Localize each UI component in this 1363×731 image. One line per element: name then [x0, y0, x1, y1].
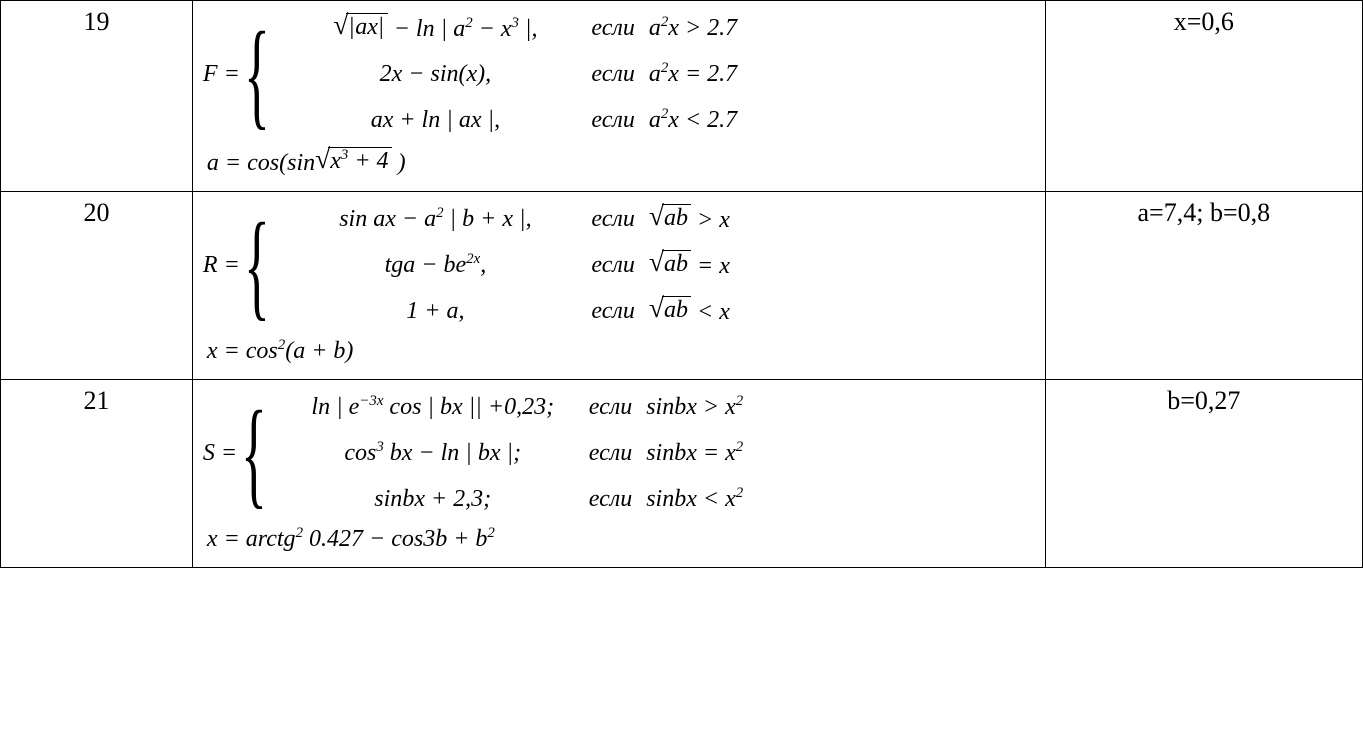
- table-row: 20R = {sin ax − a2 | b + x |,если√ab > x…: [1, 192, 1363, 380]
- case-expression: 2x − sin(x),: [285, 61, 585, 88]
- condition-keyword: если: [591, 107, 634, 134]
- case-expression: ln | e−3x cos | bx || +0,23;: [283, 394, 583, 421]
- case-expression: ax + ln | ax |,: [285, 107, 585, 134]
- condition-keyword: если: [591, 61, 634, 88]
- table-body: 19F = {√ax − ln | a2 − x3 |,еслиa2x > 2.…: [1, 1, 1363, 568]
- case-row: √ax − ln | a2 − x3 |,если a2x > 2.7: [285, 11, 737, 45]
- case-expression: sin ax − a2 | b + x |,: [285, 206, 585, 233]
- left-brace-icon: {: [241, 396, 267, 510]
- function-lhs: R =: [203, 252, 244, 279]
- case-condition: √ab < x: [649, 296, 730, 326]
- left-brace-icon: {: [244, 17, 270, 131]
- row-formula: F = {√ax − ln | a2 − x3 |,еслиa2x > 2.72…: [192, 1, 1045, 192]
- case-condition: sinbx > x2: [646, 394, 743, 421]
- case-expression: cos3 bx − ln | bx |;: [283, 440, 583, 467]
- case-expression: tga − be2x,: [285, 252, 585, 279]
- piecewise-definition: F = {√ax − ln | a2 − x3 |,еслиa2x > 2.72…: [203, 11, 1035, 137]
- problems-table: 19F = {√ax − ln | a2 − x3 |,еслиa2x > 2.…: [0, 0, 1363, 568]
- case-condition: √ab > x: [649, 204, 730, 234]
- case-row: 2x − sin(x),если a2x = 2.7: [285, 57, 737, 91]
- case-row: tga − be2x,если √ab = x: [285, 248, 729, 282]
- case-expression: 1 + a,: [285, 298, 585, 325]
- cases-list: sin ax − a2 | b + x |,если√ab > xtga − b…: [285, 202, 729, 328]
- condition-keyword: если: [591, 206, 634, 233]
- case-condition: sinbx = x2: [646, 440, 743, 467]
- case-condition: a2x > 2.7: [649, 15, 737, 42]
- case-condition: a2x = 2.7: [649, 61, 737, 88]
- cases-list: √ax − ln | a2 − x3 |,еслиa2x > 2.72x − s…: [285, 11, 737, 137]
- case-row: ax + ln | ax |,если a2x < 2.7: [285, 103, 737, 137]
- piecewise-definition: S = {ln | e−3x cos | bx || +0,23;еслиsin…: [203, 390, 1035, 516]
- case-condition: a2x < 2.7: [649, 107, 737, 134]
- case-expression: sinbx + 2,3;: [283, 486, 583, 513]
- case-condition: sinbx < x2: [646, 486, 743, 513]
- function-lhs: S =: [203, 440, 241, 467]
- row-number: 20: [1, 192, 193, 380]
- left-brace-icon: {: [244, 208, 270, 322]
- case-condition: √ab = x: [649, 250, 730, 280]
- row-formula: R = {sin ax − a2 | b + x |,если√ab > xtg…: [192, 192, 1045, 380]
- condition-keyword: если: [591, 252, 634, 279]
- case-row: cos3 bx − ln | bx |;если sinbx = x2: [283, 436, 743, 470]
- row-parameters: b=0,27: [1045, 380, 1362, 568]
- row-parameters: a=7,4; b=0,8: [1045, 192, 1362, 380]
- condition-keyword: если: [589, 440, 632, 467]
- row-formula: S = {ln | e−3x cos | bx || +0,23;еслиsin…: [192, 380, 1045, 568]
- auxiliary-equation: a = cos(sin√x3 + 4 ): [207, 147, 1035, 177]
- case-row: sin ax − a2 | b + x |,если √ab > x: [285, 202, 729, 236]
- condition-keyword: если: [591, 15, 634, 42]
- condition-keyword: если: [589, 394, 632, 421]
- row-number: 19: [1, 1, 193, 192]
- case-row: ln | e−3x cos | bx || +0,23;если sinbx > …: [283, 390, 743, 424]
- condition-keyword: если: [591, 298, 634, 325]
- table-row: 19F = {√ax − ln | a2 − x3 |,еслиa2x > 2.…: [1, 1, 1363, 192]
- condition-keyword: если: [589, 486, 632, 513]
- row-number: 21: [1, 380, 193, 568]
- case-row: 1 + a,если √ab < x: [285, 294, 729, 328]
- case-expression: √ax − ln | a2 − x3 |,: [285, 13, 585, 43]
- case-row: sinbx + 2,3;если sinbx < x2: [283, 482, 743, 516]
- cases-list: ln | e−3x cos | bx || +0,23;еслиsinbx > …: [283, 390, 743, 516]
- table-row: 21S = {ln | e−3x cos | bx || +0,23;еслиs…: [1, 380, 1363, 568]
- row-parameters: x=0,6: [1045, 1, 1362, 192]
- auxiliary-equation: x = arctg2 0.427 − cos3b + b2: [207, 526, 1035, 553]
- auxiliary-equation: x = cos2(a + b): [207, 338, 1035, 365]
- function-lhs: F =: [203, 61, 244, 88]
- piecewise-definition: R = {sin ax − a2 | b + x |,если√ab > xtg…: [203, 202, 1035, 328]
